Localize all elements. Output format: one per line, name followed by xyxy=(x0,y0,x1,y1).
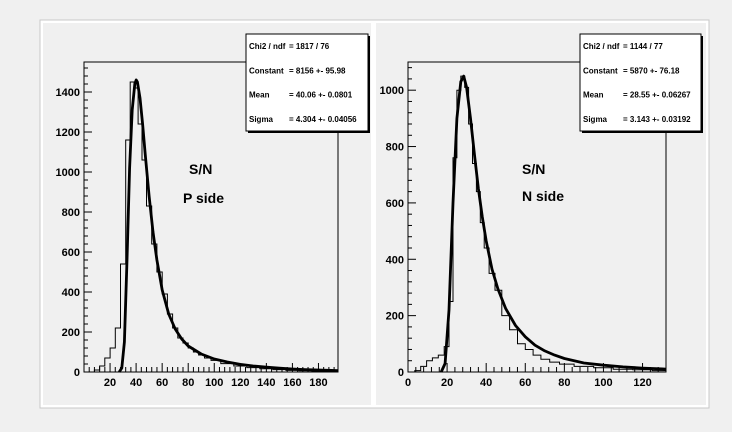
histogram-steps xyxy=(84,81,338,373)
stat-value: = 1817 / 76 xyxy=(289,42,330,51)
histogram-series xyxy=(84,81,338,373)
stats-box-frame xyxy=(579,33,702,132)
x-tick-label: 40 xyxy=(480,377,492,389)
panel-n-side: 0 20 40 60 80 100 120 0 200 400 600 800 1000 Chi2 / … xyxy=(380,33,703,389)
x-tick-label: 120 xyxy=(231,377,249,389)
y-tick-label: 800 xyxy=(62,207,80,219)
y-tick-label: 400 xyxy=(62,287,80,299)
stat-label: Constant xyxy=(583,66,618,75)
x-tick-label: 180 xyxy=(309,377,327,389)
stat-label: Constant xyxy=(249,66,284,75)
gaussian-landau-fit-curve xyxy=(439,74,667,373)
annotation-sn: S/N xyxy=(189,161,212,177)
x-tick-label: 160 xyxy=(283,377,301,389)
stat-label: Mean xyxy=(583,91,604,100)
axes: 0 20 40 60 80 100 120 0 200 400 600 800 1000 xyxy=(380,62,667,389)
y-tick-label: 0 xyxy=(398,367,404,379)
x-tick-label: 20 xyxy=(441,377,453,389)
stats-box: Chi2 / ndf = 1144 / 77 Constant = 5870 +- 7… xyxy=(579,33,703,133)
y-tick-label: 1000 xyxy=(380,85,404,97)
stat-value: = 40.06 +- 0.0801 xyxy=(289,91,353,100)
y-tick-label: 200 xyxy=(62,327,80,339)
x-tick-label: 80 xyxy=(558,377,570,389)
panel-p-side: 20 40 60 80 100 120 140 160 180 0 200 400 600 800 1000… xyxy=(56,33,370,389)
y-tick-label: 600 xyxy=(62,247,80,259)
x-tick-label: 140 xyxy=(257,377,275,389)
x-tick-label: 0 xyxy=(405,377,411,389)
x-tick-label: 80 xyxy=(182,377,194,389)
x-tick-label: 60 xyxy=(156,377,168,389)
fit-series xyxy=(439,74,667,373)
x-tick-label: 60 xyxy=(519,377,531,389)
stat-value: = 5870 +- 76.18 xyxy=(623,66,680,75)
stat-label: Sigma xyxy=(249,115,274,124)
stat-value: = 3.143 +- 0.03192 xyxy=(623,115,691,124)
y-tick-label: 800 xyxy=(386,142,404,154)
stat-value: = 8156 +- 95.98 xyxy=(289,66,346,75)
y-tick-label: 1400 xyxy=(56,87,80,99)
stat-label: Sigma xyxy=(583,115,608,124)
stat-value: = 1144 / 77 xyxy=(623,42,663,51)
stats-box: Chi2 / ndf = 1817 / 76 Constant = 8156 +- 9… xyxy=(245,33,370,133)
stat-value: = 28.55 +- 0.06267 xyxy=(623,91,691,100)
stat-label: Chi2 / ndf xyxy=(583,42,620,51)
stat-value: = 4.304 +- 0.04056 xyxy=(289,115,357,124)
x-tick-label: 120 xyxy=(633,377,651,389)
stat-label: Chi2 / ndf xyxy=(249,42,286,51)
x-tick-label: 40 xyxy=(130,377,142,389)
x-tick-label: 100 xyxy=(594,377,612,389)
y-tick-label: 200 xyxy=(386,311,404,323)
annotation-sn: S/N xyxy=(522,161,545,177)
y-tick-label: 400 xyxy=(386,254,404,266)
axes: 20 40 60 80 100 120 140 160 180 0 200 400 600 800 1000… xyxy=(56,62,338,389)
y-tick-label: 1000 xyxy=(56,167,80,179)
y-tick-label: 0 xyxy=(74,367,80,379)
x-tick-label: 20 xyxy=(104,377,116,389)
stats-box-frame xyxy=(245,33,369,132)
y-tick-label: 1200 xyxy=(56,127,80,139)
annotation-side: P side xyxy=(183,190,224,206)
annotation-side: N side xyxy=(522,188,564,204)
y-tick-label: 600 xyxy=(386,198,404,210)
x-tick-label: 100 xyxy=(205,377,223,389)
stat-label: Mean xyxy=(249,91,270,100)
